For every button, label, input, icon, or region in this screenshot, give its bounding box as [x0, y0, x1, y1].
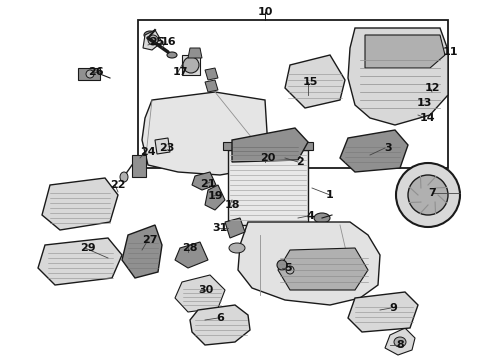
Text: 15: 15 — [302, 77, 318, 87]
Polygon shape — [348, 292, 418, 332]
Ellipse shape — [314, 213, 330, 223]
Polygon shape — [192, 172, 216, 190]
Bar — [228, 150, 308, 225]
Text: 25: 25 — [149, 37, 165, 47]
Text: 20: 20 — [260, 153, 276, 163]
Polygon shape — [365, 35, 445, 68]
Polygon shape — [205, 80, 218, 92]
Polygon shape — [348, 28, 448, 125]
Text: 10: 10 — [257, 7, 273, 17]
Text: 22: 22 — [110, 180, 126, 190]
Text: 23: 23 — [159, 143, 175, 153]
Polygon shape — [122, 225, 162, 278]
Ellipse shape — [167, 52, 177, 58]
Polygon shape — [205, 185, 225, 210]
Ellipse shape — [120, 172, 128, 182]
Text: 24: 24 — [140, 147, 156, 157]
Ellipse shape — [396, 163, 460, 227]
Polygon shape — [238, 222, 380, 305]
Text: 13: 13 — [416, 98, 432, 108]
Text: 8: 8 — [396, 340, 404, 350]
Text: 21: 21 — [200, 179, 216, 189]
Text: 3: 3 — [384, 143, 392, 153]
Bar — [78, 68, 100, 80]
Bar — [132, 155, 146, 177]
Polygon shape — [142, 92, 268, 175]
Polygon shape — [285, 55, 345, 108]
Text: 18: 18 — [224, 200, 240, 210]
Text: 27: 27 — [142, 235, 158, 245]
Text: 12: 12 — [424, 83, 440, 93]
Ellipse shape — [394, 337, 406, 347]
Bar — [138, 20, 448, 168]
Text: 26: 26 — [88, 67, 104, 77]
Text: 4: 4 — [306, 211, 314, 221]
Polygon shape — [175, 242, 208, 268]
Ellipse shape — [286, 266, 294, 274]
Text: 1: 1 — [326, 190, 334, 200]
Polygon shape — [385, 328, 415, 355]
Text: 29: 29 — [80, 243, 96, 253]
Polygon shape — [232, 128, 308, 162]
Ellipse shape — [148, 35, 158, 45]
Polygon shape — [340, 130, 408, 172]
Text: 17: 17 — [172, 67, 188, 77]
Ellipse shape — [183, 57, 199, 73]
Text: 19: 19 — [207, 191, 223, 201]
Text: 6: 6 — [216, 313, 224, 323]
Text: 28: 28 — [182, 243, 198, 253]
Text: 30: 30 — [198, 285, 214, 295]
Text: 14: 14 — [419, 113, 435, 123]
Polygon shape — [278, 248, 368, 290]
Text: 9: 9 — [389, 303, 397, 313]
Bar — [182, 55, 200, 75]
Bar — [223, 142, 313, 150]
Text: 2: 2 — [296, 157, 304, 167]
Text: 31: 31 — [212, 223, 228, 233]
Polygon shape — [155, 138, 170, 154]
Polygon shape — [205, 68, 218, 80]
Polygon shape — [175, 275, 225, 312]
Ellipse shape — [229, 243, 245, 253]
Polygon shape — [143, 30, 162, 50]
Ellipse shape — [144, 31, 156, 39]
Ellipse shape — [86, 70, 94, 78]
Polygon shape — [225, 218, 245, 238]
Polygon shape — [38, 238, 122, 285]
Polygon shape — [188, 48, 202, 58]
Polygon shape — [190, 305, 250, 345]
Text: 5: 5 — [284, 263, 292, 273]
Ellipse shape — [408, 175, 448, 215]
Ellipse shape — [277, 260, 287, 270]
Text: 7: 7 — [428, 188, 436, 198]
Text: 11: 11 — [442, 47, 458, 57]
Text: 16: 16 — [160, 37, 176, 47]
Polygon shape — [42, 178, 118, 230]
